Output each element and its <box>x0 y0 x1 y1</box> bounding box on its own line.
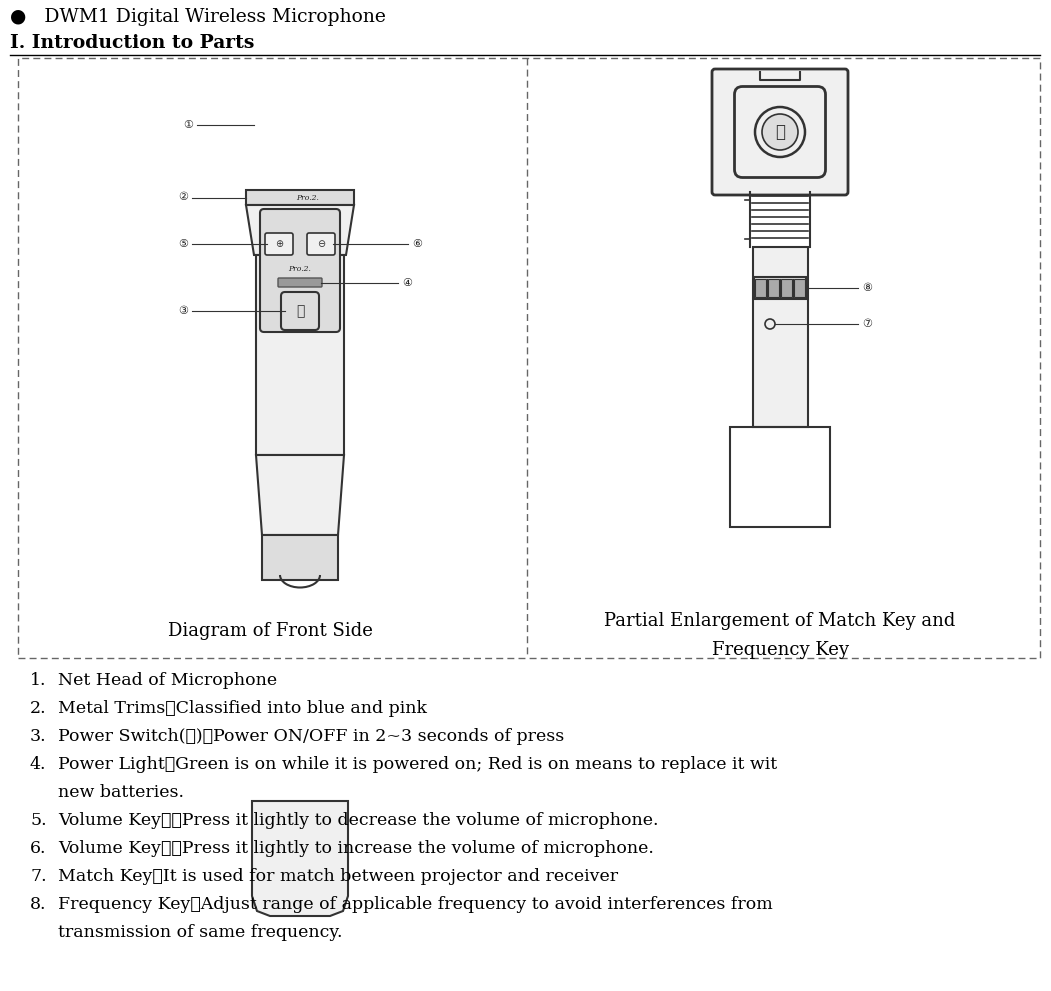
Text: 3.: 3. <box>30 728 46 745</box>
Bar <box>753 247 807 427</box>
FancyBboxPatch shape <box>265 233 293 255</box>
Text: Power Light：Green is on while it is powered on; Red is on means to replace it wi: Power Light：Green is on while it is powe… <box>58 756 777 773</box>
Polygon shape <box>256 455 344 535</box>
FancyBboxPatch shape <box>260 209 341 332</box>
FancyBboxPatch shape <box>279 278 322 287</box>
Text: Metal Trims：Classified into blue and pink: Metal Trims：Classified into blue and pin… <box>58 700 427 717</box>
Bar <box>256 255 344 455</box>
Circle shape <box>762 114 798 150</box>
FancyBboxPatch shape <box>281 292 320 330</box>
Text: Pro.2.: Pro.2. <box>296 193 320 201</box>
Text: ⑥: ⑥ <box>412 239 423 249</box>
Text: ●   DWM1 Digital Wireless Microphone: ● DWM1 Digital Wireless Microphone <box>11 8 386 26</box>
FancyBboxPatch shape <box>307 233 335 255</box>
Text: Partial Enlargement of Match Key and
Frequency Key: Partial Enlargement of Match Key and Fre… <box>604 612 955 659</box>
Text: Power Switch(⏻)：Power ON/OFF in 2~3 seconds of press: Power Switch(⏻)：Power ON/OFF in 2~3 seco… <box>58 728 564 745</box>
FancyBboxPatch shape <box>754 277 806 299</box>
Text: ②: ② <box>178 192 188 202</box>
Text: Frequency Key：Adjust range of applicable frequency to avoid interferences from: Frequency Key：Adjust range of applicable… <box>58 896 772 913</box>
Text: 7.: 7. <box>30 868 46 885</box>
Text: 6.: 6. <box>30 840 46 857</box>
Text: 2.: 2. <box>30 700 46 717</box>
Bar <box>794 279 805 297</box>
Text: Pro.2.: Pro.2. <box>289 265 311 273</box>
Text: 1.: 1. <box>30 672 46 689</box>
Text: ⊕: ⊕ <box>275 239 283 249</box>
Bar <box>262 535 338 580</box>
Text: Volume Key＋：Press it lightly to increase the volume of microphone.: Volume Key＋：Press it lightly to increase… <box>58 840 654 857</box>
Text: ⏻: ⏻ <box>295 304 304 318</box>
Text: 5.: 5. <box>30 812 46 829</box>
Bar <box>781 279 792 297</box>
Bar <box>246 190 354 205</box>
Text: ⊖: ⊖ <box>317 239 325 249</box>
Text: ⑦: ⑦ <box>862 319 872 329</box>
Text: I. Introduction to Parts: I. Introduction to Parts <box>11 34 254 52</box>
Bar <box>18 58 1040 658</box>
Bar <box>730 427 830 527</box>
FancyBboxPatch shape <box>735 86 825 177</box>
FancyBboxPatch shape <box>712 69 848 195</box>
Text: Volume Key－：Press it lightly to decrease the volume of microphone.: Volume Key－：Press it lightly to decrease… <box>58 812 659 829</box>
Bar <box>768 279 779 297</box>
Polygon shape <box>246 205 354 255</box>
Circle shape <box>755 107 805 157</box>
Text: ①: ① <box>183 120 193 130</box>
Text: transmission of same frequency.: transmission of same frequency. <box>58 924 343 941</box>
Text: Diagram of Front Side: Diagram of Front Side <box>167 622 372 640</box>
Bar <box>755 279 766 297</box>
Text: Match Key：It is used for match between projector and receiver: Match Key：It is used for match between p… <box>58 868 618 885</box>
Text: 4.: 4. <box>30 756 46 773</box>
Text: ⏻: ⏻ <box>775 123 785 141</box>
Text: Net Head of Microphone: Net Head of Microphone <box>58 672 277 689</box>
Text: ⑤: ⑤ <box>178 239 188 249</box>
Text: ④: ④ <box>401 277 412 287</box>
Circle shape <box>765 319 775 329</box>
Text: new batteries.: new batteries. <box>58 784 184 801</box>
Text: ⑧: ⑧ <box>862 283 872 293</box>
Polygon shape <box>252 801 348 916</box>
Text: ③: ③ <box>178 306 188 316</box>
Text: 8.: 8. <box>30 896 46 913</box>
